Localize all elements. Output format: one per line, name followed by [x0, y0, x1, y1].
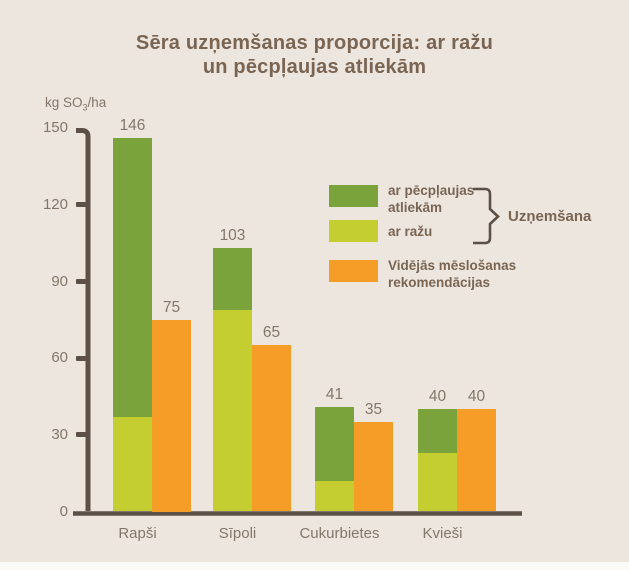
page-title: Sēra uzņemšanas proporcija: ar ražu un p… — [0, 31, 629, 79]
bar-value-label-total: 41 — [325, 385, 344, 403]
y-tick-label: 90 — [51, 272, 68, 290]
y-tick-mark — [76, 432, 86, 438]
legend-label-line: ar ražu — [388, 224, 433, 239]
legend-item-recommendation: Vidējās mēslošanas rekomendācijas — [329, 257, 516, 291]
bar-value-label-recommendation: 40 — [467, 388, 486, 406]
unit-suffix: /ha — [87, 95, 107, 110]
legend-swatch-orange — [329, 260, 378, 282]
y-tick-label: 150 — [42, 119, 68, 137]
x-category-label: Rapši — [118, 525, 157, 542]
bar-value-label-recommendation: 75 — [162, 298, 181, 316]
bar-segment-residues — [418, 409, 457, 453]
bar-segment-yield — [213, 309, 252, 512]
unit-subscript: 3 — [82, 102, 88, 113]
bar-value-label-total: 146 — [119, 117, 146, 135]
bar-segment-residues — [113, 138, 152, 417]
legend-label-recommendation: Vidējās mēslošanas rekomendācijas — [388, 257, 516, 291]
y-tick-mark — [76, 355, 86, 361]
y-tick-label: 120 — [42, 195, 68, 213]
y-tick-label: 30 — [51, 425, 68, 443]
y-tick-mark — [76, 279, 86, 285]
legend-label-residues: ar pēcpļaujas atliekām — [388, 182, 474, 216]
legend-label-line: Vidējās mēslošanas — [388, 258, 517, 273]
footer-strip — [0, 562, 629, 570]
legend-label-line: ar pēcpļaujas — [388, 183, 475, 198]
y-tick-mark — [76, 202, 86, 208]
bar-value-label-total: 40 — [428, 388, 447, 406]
bar-segment-residues — [315, 406, 354, 481]
uptake-bracket-icon — [473, 187, 500, 245]
bar-segment-recommendation — [152, 319, 191, 512]
legend-label-line: rekomendācijas — [388, 275, 491, 290]
legend-item-residues: ar pēcpļaujas atliekām — [329, 182, 474, 216]
y-tick-label: 60 — [51, 349, 68, 367]
bar-segment-yield — [418, 452, 457, 512]
bar-segment-yield — [315, 480, 354, 512]
bar-segment-residues — [213, 248, 252, 310]
x-category-label: Kvieši — [422, 525, 463, 542]
page-title-line2: un pēcpļaujas atliekām — [202, 56, 427, 78]
y-tick-label: 0 — [59, 502, 68, 520]
legend-label-yield: ar ražu — [388, 223, 432, 240]
y-axis-line — [76, 128, 91, 511]
bar-segment-recommendation — [457, 409, 496, 512]
legend-swatch-dark-green — [329, 185, 378, 207]
unit-prefix: kg SO — [45, 95, 83, 110]
bar-segment-recommendation — [252, 345, 291, 512]
x-category-label: Cukurbietes — [299, 525, 380, 542]
legend-swatch-light-green — [329, 220, 378, 242]
uptake-bracket-label: Uzņemšana — [508, 208, 592, 225]
bar-segment-yield — [113, 416, 152, 512]
bar-value-label-total: 103 — [219, 227, 246, 245]
y-axis-unit-label: kg SO3/ha — [45, 95, 106, 113]
x-category-label: Sīpoli — [218, 525, 257, 542]
legend-item-yield: ar ražu — [329, 220, 432, 242]
bar-value-label-recommendation: 35 — [364, 401, 383, 419]
page-title-line1: Sēra uzņemšanas proporcija: ar ražu — [135, 32, 494, 54]
bar-segment-recommendation — [354, 422, 393, 512]
bar-value-label-recommendation: 65 — [262, 324, 281, 342]
legend-label-line: atliekām — [388, 200, 443, 215]
